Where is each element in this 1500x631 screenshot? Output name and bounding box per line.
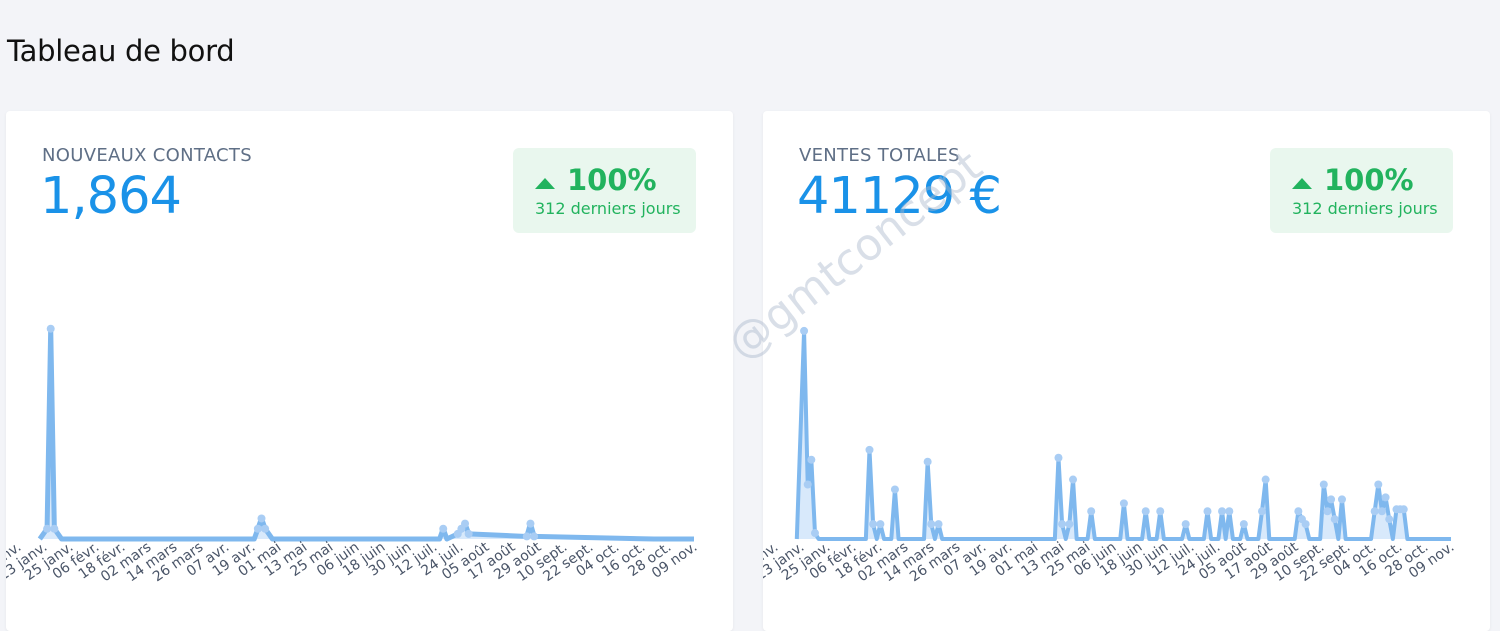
change-period: 312 derniers jours — [535, 199, 681, 218]
data-point[interactable] — [1225, 507, 1234, 516]
series-line — [37, 326, 694, 542]
change-badge: 100% 312 derniers jours — [1270, 148, 1453, 233]
data-point[interactable] — [869, 520, 878, 529]
data-point[interactable] — [923, 457, 932, 466]
change-badge: 100% 312 derniers jours — [513, 148, 696, 233]
data-point[interactable] — [1087, 507, 1096, 516]
data-point[interactable] — [439, 524, 448, 533]
data-point[interactable] — [1301, 520, 1310, 529]
contacts-chart: 01 janv.13 janv.25 janv.06 févr.18 févr.… — [6, 324, 700, 585]
data-point[interactable] — [927, 520, 936, 529]
data-point[interactable] — [1337, 495, 1346, 504]
data-point[interactable] — [1319, 480, 1328, 489]
data-point[interactable] — [1181, 520, 1190, 529]
card-label: NOUVEAUX CONTACTS — [42, 145, 252, 166]
data-point[interactable] — [890, 485, 899, 494]
data-point[interactable] — [530, 532, 539, 541]
arrow-up-icon — [535, 178, 555, 189]
data-point[interactable] — [1054, 453, 1063, 462]
change-period: 312 derniers jours — [1292, 199, 1438, 218]
new-contacts-card: NOUVEAUX CONTACTS 1,864 100% 312 dernier… — [6, 111, 733, 631]
data-point[interactable] — [807, 455, 816, 464]
data-point[interactable] — [1156, 507, 1165, 516]
data-point[interactable] — [865, 445, 874, 454]
data-point[interactable] — [803, 480, 812, 489]
data-point[interactable] — [522, 532, 531, 541]
data-point[interactable] — [526, 519, 535, 528]
data-point[interactable] — [1119, 499, 1128, 508]
change-percent: 100% — [1324, 163, 1414, 197]
series-line — [794, 328, 1451, 541]
data-point[interactable] — [800, 326, 809, 335]
data-point[interactable] — [1239, 520, 1248, 529]
page-title: Tableau de bord — [7, 34, 235, 68]
data-point[interactable] — [1203, 507, 1212, 516]
data-point[interactable] — [1218, 507, 1227, 516]
data-point[interactable] — [876, 520, 885, 529]
data-point[interactable] — [50, 524, 59, 533]
total-sales-card: VENTES TOTALES 41129 € 100% 312 derniers… — [763, 111, 1490, 631]
data-point[interactable] — [253, 524, 262, 533]
data-point[interactable] — [1058, 520, 1067, 529]
data-point[interactable] — [934, 520, 943, 529]
data-point[interactable] — [1327, 495, 1336, 504]
data-point[interactable] — [257, 514, 266, 523]
data-point[interactable] — [1294, 507, 1303, 516]
data-point[interactable] — [1065, 520, 1074, 529]
change-percent: 100% — [567, 163, 657, 197]
data-point[interactable] — [43, 524, 52, 533]
data-point[interactable] — [1330, 515, 1339, 524]
data-point[interactable] — [1323, 507, 1332, 516]
card-value: 41129 € — [797, 167, 1002, 226]
card-value: 1,864 — [40, 167, 182, 226]
data-point[interactable] — [1374, 480, 1383, 489]
data-point[interactable] — [810, 529, 819, 538]
data-point[interactable] — [464, 529, 473, 538]
arrow-up-icon — [1292, 178, 1312, 189]
data-point[interactable] — [1381, 493, 1390, 502]
data-point[interactable] — [1370, 507, 1379, 516]
data-point[interactable] — [1261, 475, 1270, 484]
card-label: VENTES TOTALES — [799, 145, 960, 166]
data-point[interactable] — [261, 524, 270, 533]
data-point[interactable] — [1258, 507, 1267, 516]
sales-chart: 01 janv.13 janv.25 janv.06 févr.18 févr.… — [763, 326, 1457, 585]
data-point[interactable] — [1399, 505, 1408, 514]
series-area — [39, 328, 694, 539]
data-point[interactable] — [461, 519, 470, 528]
data-point[interactable] — [1377, 507, 1386, 516]
data-point[interactable] — [1385, 515, 1394, 524]
data-point[interactable] — [46, 324, 55, 333]
data-point[interactable] — [1141, 507, 1150, 516]
data-point[interactable] — [1069, 475, 1078, 484]
